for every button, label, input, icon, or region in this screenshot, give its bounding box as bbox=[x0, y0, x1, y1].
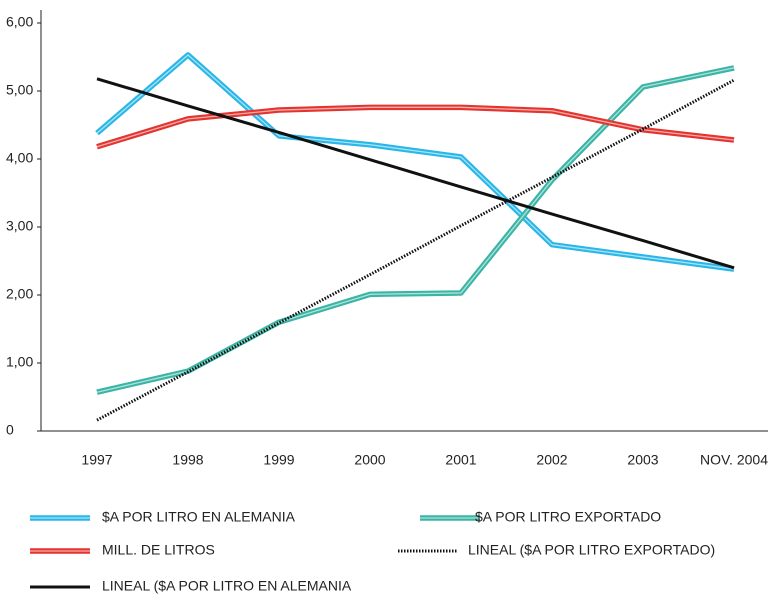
x-tick-label: NOV. 2004 bbox=[700, 452, 768, 468]
x-tick-label: 2003 bbox=[627, 452, 658, 468]
x-tick-label: 1997 bbox=[81, 452, 112, 468]
series-line bbox=[96, 104, 735, 150]
x-tick-label: 2002 bbox=[536, 452, 567, 468]
legend-label: MILL. DE LITROS bbox=[102, 542, 215, 558]
series-line bbox=[95, 52, 735, 272]
x-tick-label: 2000 bbox=[354, 452, 385, 468]
y-tick-label: 4,00 bbox=[6, 150, 33, 166]
series-line bbox=[96, 77, 735, 270]
series-line-highlight bbox=[96, 106, 735, 148]
y-tick-label: 1,00 bbox=[6, 354, 33, 370]
x-tick-label: 2001 bbox=[445, 452, 476, 468]
series-line-highlight bbox=[96, 54, 735, 270]
y-tick-label: 5,00 bbox=[6, 82, 33, 98]
x-tick-label: 1999 bbox=[263, 452, 294, 468]
legend-label: LINEAL ($A POR LITRO EN ALEMANIA bbox=[102, 578, 352, 594]
y-tick-label: 6,00 bbox=[6, 14, 33, 30]
y-tick-label: 2,00 bbox=[6, 286, 33, 302]
series-line bbox=[96, 78, 735, 422]
x-tick-label: 1998 bbox=[172, 452, 203, 468]
y-tick-label: 3,00 bbox=[6, 218, 33, 234]
legend-label: LINEAL ($A POR LITRO EXPORTADO) bbox=[468, 542, 715, 558]
y-tick-label: 0 bbox=[6, 422, 14, 438]
legend-label: $A POR LITRO EXPORTADO bbox=[475, 509, 661, 525]
legend-label: $A POR LITRO EN ALEMANIA bbox=[102, 509, 296, 525]
